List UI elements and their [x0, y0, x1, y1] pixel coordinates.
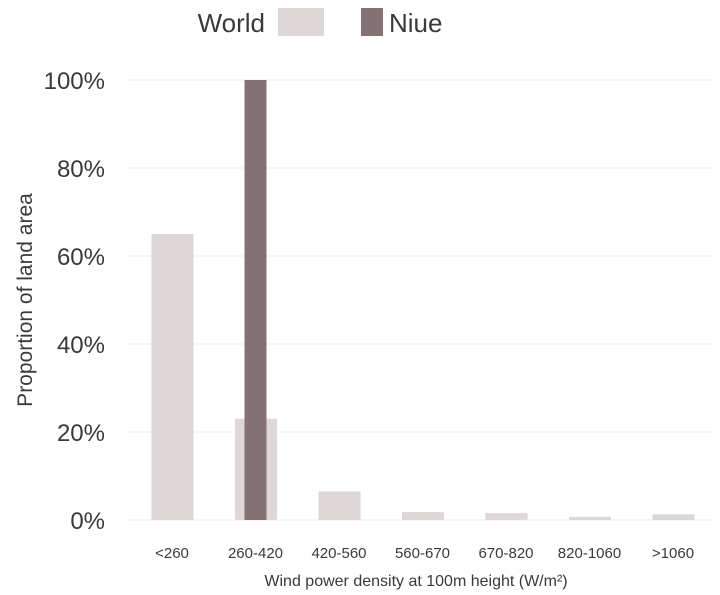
- x-tick-label: 420-560: [311, 545, 366, 562]
- x-tick-labels: <260 260-420 420-560 560-670 670-820 820-1060…: [155, 545, 694, 562]
- bars: [151, 80, 695, 520]
- bar-world: [485, 512, 528, 520]
- y-tick-label: 40%: [57, 332, 105, 359]
- y-tick-label: 80%: [57, 156, 105, 183]
- x-tick-label: >1060: [652, 545, 694, 562]
- y-tick-label: 100%: [44, 68, 105, 95]
- legend-label-world: World: [198, 8, 265, 38]
- bar-world: [569, 516, 611, 520]
- x-tick-label: 260-420: [228, 545, 283, 562]
- legend-label-niue: Niue: [389, 8, 442, 38]
- x-tick-label: 820-1060: [558, 545, 621, 562]
- x-tick-label: <260: [155, 545, 189, 562]
- gridlines: [125, 79, 715, 521]
- x-tick-label: 560-670: [395, 545, 450, 562]
- legend-swatch-world: [278, 8, 324, 36]
- x-axis-label: Wind power density at 100m height (W/m²): [264, 573, 567, 590]
- bar-niue: [244, 80, 267, 520]
- bar-world: [318, 491, 361, 520]
- bar-world: [652, 514, 695, 520]
- bar-world: [151, 234, 194, 520]
- legend-swatch-niue: [361, 8, 383, 36]
- y-tick-label: 0%: [70, 508, 105, 535]
- legend: World Niue: [198, 8, 442, 38]
- y-tick-labels: 0% 20% 40% 60% 80% 100%: [44, 68, 105, 535]
- y-axis-label: Proportion of land area: [14, 193, 37, 407]
- x-tick-label: 670-820: [478, 545, 533, 562]
- bar-world: [402, 512, 444, 520]
- y-tick-label: 20%: [57, 420, 105, 447]
- y-tick-label: 60%: [57, 244, 105, 271]
